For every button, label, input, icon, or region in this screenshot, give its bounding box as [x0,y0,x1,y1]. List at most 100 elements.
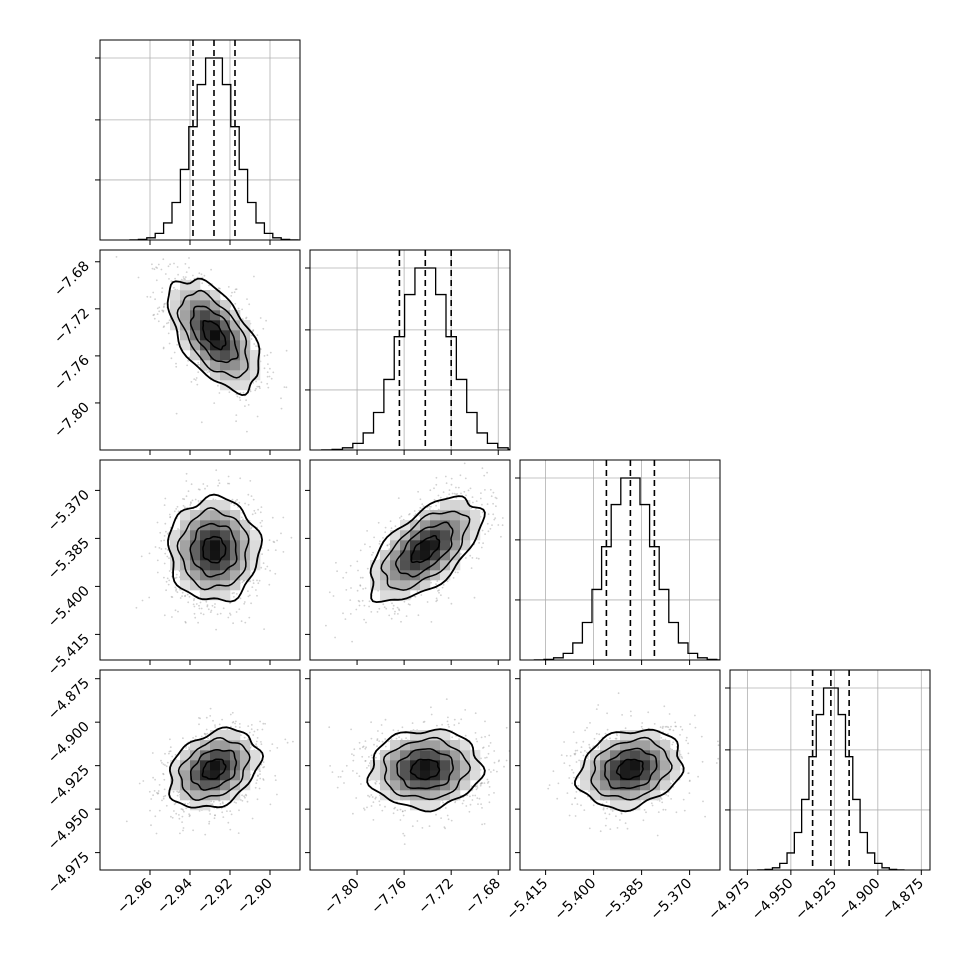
scatter-point [256,728,259,731]
scatter-point [198,717,200,719]
scatter-point [251,817,254,820]
scatter-point [495,505,497,508]
scatter-point [494,496,497,499]
density-cell [230,310,241,321]
scatter-point [233,596,235,598]
density-cell [190,780,201,791]
scatter-point [174,277,177,280]
scatter-point [257,582,260,585]
scatter-point [181,815,184,818]
scatter-point [170,280,173,283]
scatter-point [157,792,160,795]
scatter-point [266,354,269,357]
scatter-point [362,588,364,590]
density-cell [240,360,251,371]
scatter-point [266,565,269,568]
scatter-point [181,821,184,823]
scatter-point [142,780,145,782]
scatter-point [217,384,219,387]
density-cell [250,370,261,381]
density-cell [430,560,441,571]
scatter-point [185,747,187,749]
density-cell [230,790,241,801]
scatter-point [160,268,163,271]
scatter-point [248,594,251,597]
density-cell [190,340,201,351]
density-cell [380,590,391,601]
histogram-line [129,57,299,240]
scatter-point [262,766,265,769]
contours [167,493,264,603]
density-cell [190,740,201,751]
density-cell [190,320,201,331]
density-cell [220,350,231,361]
scatter-point [274,774,277,777]
scatter-point [408,513,410,516]
scatter-point [253,275,255,278]
scatter-point [489,527,492,530]
density-cell [180,760,191,771]
scatter-point [222,802,224,805]
contour-line [189,305,239,364]
scatter-point [359,585,362,587]
density-cell [410,560,421,571]
scatter-point [182,829,184,832]
scatter-point [242,518,244,521]
scatter-point [155,266,158,269]
density-cell [240,760,251,771]
density-cell [410,540,421,551]
scatter-point [236,498,239,501]
scatter-point [230,295,233,297]
scatter-point [244,405,246,407]
scatter-point [241,318,244,320]
scatter-point [497,760,500,763]
scatter-point [366,806,368,809]
density-cell [240,740,251,751]
scatter-point [190,483,193,486]
density-cell [220,500,231,511]
scatter-point [480,492,482,494]
scatter-point [190,501,192,503]
panel-frame [309,249,511,451]
scatter-point [187,359,190,362]
density-cell [440,540,451,551]
scatter-point [481,782,484,784]
density-cell [220,530,231,541]
density-cell [190,580,201,591]
density-cell [230,380,241,391]
scatter-point [235,288,238,291]
scatter-point [252,329,255,331]
scatter-point [253,343,256,345]
scatter-point [382,603,385,606]
density-cell [200,350,211,361]
density-cell [420,570,431,581]
scatter-point [467,489,470,492]
scatter-point [259,770,261,773]
scatter-point [345,571,348,574]
scatter-point [178,791,181,793]
scatter-point [259,387,261,389]
scatter-point [408,513,411,515]
scatter-point [151,263,153,266]
scatter-point [407,603,410,606]
density-cell [210,310,221,321]
scatter-point [181,591,184,594]
scatter-point [349,564,352,567]
scatter-point [385,607,388,610]
scatter-point [194,498,197,501]
density-cell [440,560,451,571]
scatter-point [148,596,151,599]
scatter-point [252,329,255,332]
scatter-point [208,284,210,287]
density-cell [230,770,241,781]
scatter-point [435,600,438,603]
scatter-point [161,309,164,312]
scatter-point [283,386,286,388]
scatter-point [182,809,185,811]
scatter-point [203,733,206,735]
scatter-point [229,810,232,812]
scatter-point [475,557,478,559]
scatter-point [215,469,218,472]
density-cell [210,300,221,311]
scatter-point [248,731,251,734]
